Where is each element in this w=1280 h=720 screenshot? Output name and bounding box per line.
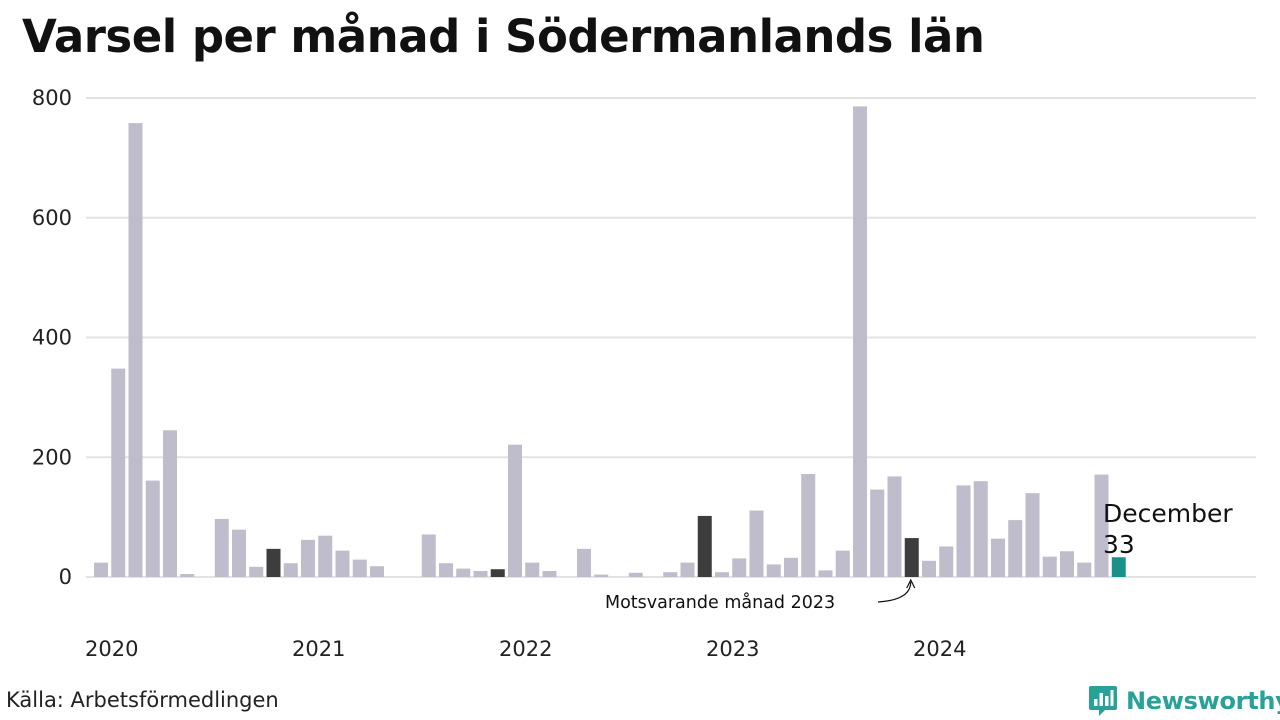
bar xyxy=(508,444,522,577)
bar xyxy=(525,562,540,577)
bar xyxy=(456,568,471,577)
bar xyxy=(594,574,609,577)
bar xyxy=(904,538,919,577)
bar xyxy=(180,574,195,577)
bar xyxy=(715,572,729,577)
bar-chart: 0 200 400 600 800 2020 2021 2022 2023 2024 Motsvar… xyxy=(32,86,1256,661)
bar xyxy=(577,548,591,577)
x-tick-label: 2023 xyxy=(706,637,759,661)
bar xyxy=(214,518,229,577)
bar xyxy=(991,538,1005,577)
bar xyxy=(1060,551,1074,577)
bar xyxy=(111,368,126,577)
bar xyxy=(887,476,902,577)
bar xyxy=(473,571,488,577)
x-tick-label: 2021 xyxy=(292,637,345,661)
x-tick-label: 2024 xyxy=(913,637,966,661)
annotation-previous-year: Motsvarande månad 2023 xyxy=(605,592,835,613)
bar xyxy=(1111,557,1126,577)
bar xyxy=(628,572,643,577)
bar xyxy=(421,534,436,577)
bar xyxy=(490,569,505,577)
bar xyxy=(318,535,333,577)
bar xyxy=(1077,562,1092,577)
brand-name: Newsworthy xyxy=(1126,687,1280,715)
bar xyxy=(870,489,885,577)
bar xyxy=(301,539,315,577)
bar xyxy=(94,562,108,577)
annotation-arrow xyxy=(877,581,912,603)
bar xyxy=(801,474,816,577)
bar xyxy=(784,557,798,577)
bar xyxy=(818,570,833,577)
source-label: Källa: Arbetsförmedlingen xyxy=(6,688,279,712)
brand-logo: Newsworthy xyxy=(1088,684,1280,718)
annotation-current-month: December xyxy=(1103,499,1233,528)
bar xyxy=(766,564,781,577)
bar xyxy=(680,562,695,577)
bar xyxy=(542,571,557,577)
bar xyxy=(853,106,867,577)
bar xyxy=(973,481,988,577)
newsworthy-logo-icon xyxy=(1089,686,1117,716)
bar xyxy=(352,559,367,577)
y-tick-label: 600 xyxy=(32,206,72,230)
annotation-arrowhead xyxy=(906,578,916,589)
chart-title: Varsel per månad i Södermanlands län xyxy=(22,10,985,63)
bar xyxy=(1042,556,1057,577)
bar xyxy=(145,480,160,577)
bar xyxy=(249,566,264,577)
bar xyxy=(939,546,954,577)
y-tick-label: 400 xyxy=(32,326,72,350)
annotation-current-value: 33 xyxy=(1103,530,1135,559)
y-tick-label: 200 xyxy=(32,445,72,469)
bar xyxy=(922,560,936,577)
bar xyxy=(732,558,747,577)
bar xyxy=(232,529,246,577)
bar xyxy=(956,485,971,577)
x-tick-label: 2022 xyxy=(499,637,552,661)
bar xyxy=(749,510,764,577)
bar xyxy=(163,430,177,577)
bar xyxy=(1008,520,1023,577)
bar xyxy=(835,550,850,577)
y-tick-label: 0 xyxy=(59,565,72,589)
bar xyxy=(697,515,712,577)
bar xyxy=(128,123,143,578)
bar xyxy=(663,572,678,577)
x-tick-label: 2020 xyxy=(85,637,138,661)
bar xyxy=(1025,493,1040,577)
bar xyxy=(1094,474,1109,577)
bar xyxy=(283,563,298,577)
bar xyxy=(266,548,281,577)
bar xyxy=(335,550,350,577)
y-tick-label: 800 xyxy=(32,86,72,110)
bar xyxy=(439,563,453,577)
bar xyxy=(370,566,384,577)
